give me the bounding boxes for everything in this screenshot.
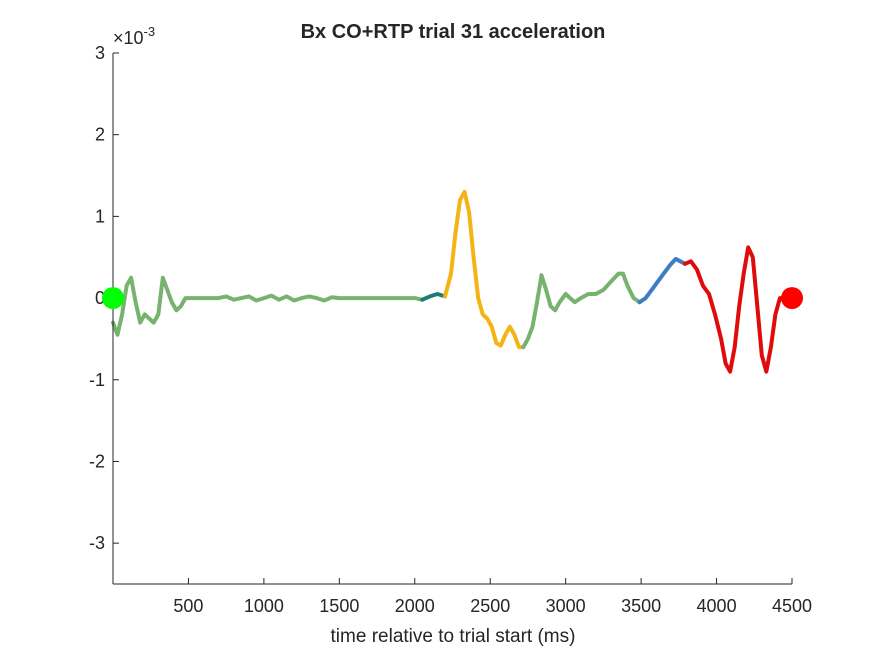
markers (102, 287, 803, 310)
start-marker (102, 287, 124, 310)
end-marker (781, 287, 803, 310)
y-tick-label: -1 (89, 370, 105, 390)
series-line-2 (420, 292, 447, 302)
y-ticks: -3 -2 -1 0 1 2 3 (89, 43, 119, 553)
plot-lines (111, 189, 794, 374)
x-tick-label: 3000 (546, 596, 586, 616)
series-line-5 (637, 256, 687, 305)
x-tick-label: 2000 (395, 596, 435, 616)
y-tick-label: 2 (95, 125, 105, 145)
x-ticks: 500 1000 1500 2000 2500 3000 3500 4000 4500 (173, 578, 812, 616)
x-tick-label: 1500 (319, 596, 359, 616)
y-tick-label: 1 (95, 206, 105, 226)
x-axis-label: time relative to trial start (ms) (331, 626, 576, 647)
series-line-1 (111, 275, 425, 337)
chart-title: Bx CO+RTP trial 31 acceleration (301, 21, 606, 43)
x-tick-label: 4500 (772, 596, 812, 616)
y-tick-label: 3 (95, 43, 105, 63)
series-line-4 (521, 271, 642, 350)
y-exponent-label: ×10-3 (113, 24, 155, 48)
series-line-3 (443, 189, 526, 350)
x-tick-label: 500 (173, 596, 203, 616)
y-tick-label: 0 (95, 288, 105, 308)
y-exponent-base: ×10 (113, 28, 144, 48)
x-tick-label: 3500 (621, 596, 661, 616)
series-line-6 (682, 245, 794, 374)
x-tick-label: 1000 (244, 596, 284, 616)
y-tick-label: -3 (89, 533, 105, 553)
y-exponent-power: -3 (144, 24, 156, 39)
x-tick-label: 2500 (470, 596, 510, 616)
x-tick-label: 4000 (697, 596, 737, 616)
y-tick-label: -2 (89, 451, 105, 471)
